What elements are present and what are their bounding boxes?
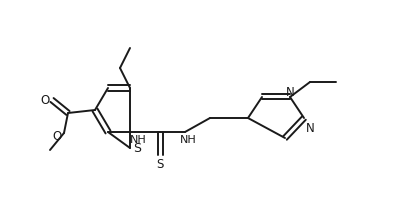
Text: O: O: [40, 94, 50, 107]
Text: O: O: [53, 129, 61, 143]
Text: N: N: [286, 85, 294, 99]
Text: S: S: [133, 141, 141, 155]
Text: NH: NH: [129, 135, 147, 145]
Text: NH: NH: [179, 135, 196, 145]
Text: S: S: [156, 158, 164, 172]
Text: N: N: [306, 121, 314, 135]
